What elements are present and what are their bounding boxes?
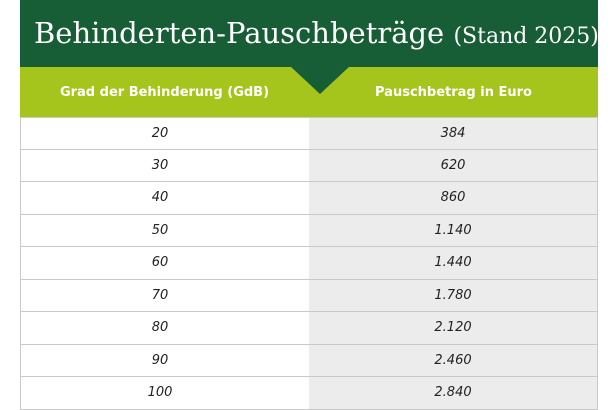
table-row: 20 384	[20, 117, 598, 150]
degree-cell: 20	[20, 118, 309, 149]
amount-cell: 1.140	[309, 214, 598, 246]
degree-cell: 30	[20, 149, 309, 181]
table-row: 90 2.460	[20, 344, 598, 377]
table-row: 40 860	[20, 182, 598, 215]
column-header-degree: Grad der Behinderung (GdB)	[59, 84, 270, 100]
amount-cell: 1.780	[309, 279, 598, 311]
amount-cell: 384	[309, 118, 598, 149]
table-body: 20 384 30 620 40 860 50 1.140 60 1.440 7…	[20, 117, 598, 410]
pauschbetrag-table-card: Behinderten-Pauschbeträge (Stand 2025) G…	[20, 0, 599, 410]
title-main: Behinderten-Pauschbeträge	[34, 16, 445, 50]
amount-cell: 620	[309, 149, 598, 181]
degree-cell: 70	[20, 279, 309, 311]
degree-cell: 40	[20, 182, 309, 214]
degree-cell: 50	[20, 214, 309, 246]
amount-cell: 2.120	[309, 312, 598, 344]
title-sub: (Stand 2025)	[453, 24, 599, 49]
table-row: 70 1.780	[20, 279, 598, 312]
column-header-amount: Pauschbetrag in Euro	[375, 84, 532, 100]
degree-cell: 100	[20, 377, 309, 409]
degree-cell: 80	[20, 312, 309, 344]
degree-cell: 60	[20, 247, 309, 279]
amount-cell: 860	[309, 182, 598, 214]
table-row: 80 2.120	[20, 312, 598, 345]
degree-cell: 90	[20, 344, 309, 376]
amount-cell: 2.840	[309, 377, 598, 409]
page-title: Behinderten-Pauschbeträge (Stand 2025)	[34, 13, 599, 57]
title-bar: Behinderten-Pauschbeträge (Stand 2025)	[20, 0, 599, 67]
table-row: 50 1.140	[20, 214, 598, 247]
title-notch	[290, 66, 350, 94]
table-row: 30 620	[20, 149, 598, 182]
table-row: 100 2.840	[20, 377, 598, 410]
table-row: 60 1.440	[20, 247, 598, 280]
amount-cell: 2.460	[309, 344, 598, 376]
amount-cell: 1.440	[309, 247, 598, 279]
